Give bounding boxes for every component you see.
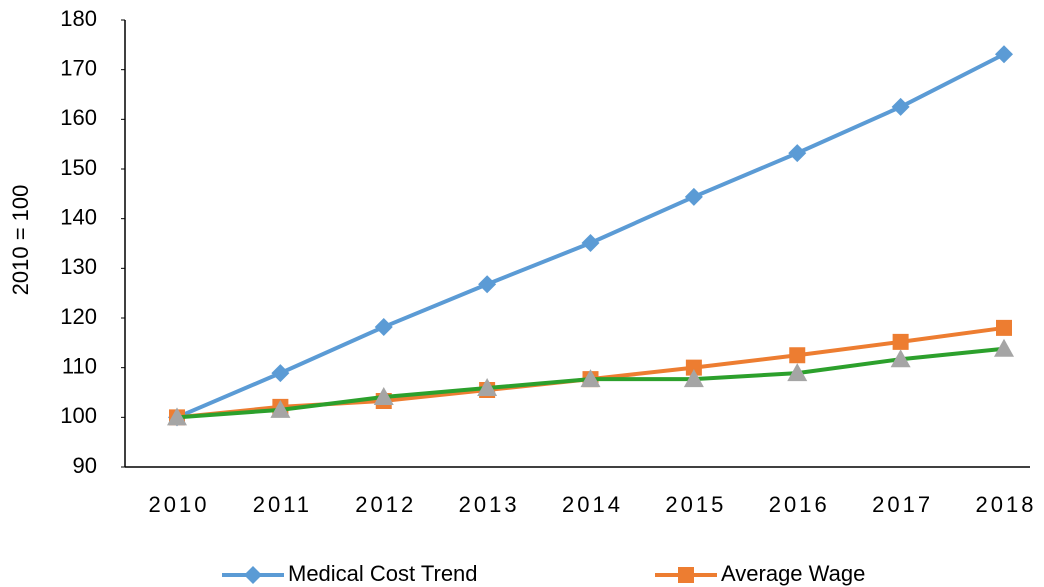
marker: [684, 187, 703, 206]
y-tick-label: 100: [60, 403, 97, 428]
y-tick-label: 90: [73, 453, 97, 478]
y-tick-label: 180: [60, 6, 97, 31]
x-tick-label: 2011: [253, 492, 312, 517]
y-tick-label: 130: [60, 254, 97, 279]
marker: [271, 364, 290, 383]
marker: [891, 97, 910, 116]
marker: [581, 234, 600, 253]
marker: [478, 275, 497, 294]
marker: [270, 399, 291, 418]
marker: [477, 378, 498, 397]
marker: [374, 317, 393, 336]
x-tick-label: 2015: [665, 492, 726, 517]
marker: [788, 144, 807, 163]
x-tick-label: 2018: [976, 492, 1037, 517]
marker: [787, 363, 808, 382]
x-tick-label: 2010: [149, 492, 210, 517]
marker: [167, 407, 187, 426]
legend-label: Medical Cost Trend: [288, 561, 478, 586]
x-tick-label: 2013: [459, 492, 520, 517]
marker: [244, 566, 262, 584]
marker: [678, 567, 694, 583]
marker: [994, 338, 1014, 357]
legend-label: Average Wage: [721, 561, 865, 586]
x-tick-label: 2017: [872, 492, 933, 517]
y-axis-label: 2010 = 100: [8, 185, 33, 296]
marker: [996, 319, 1012, 336]
marker: [892, 333, 909, 350]
marker: [580, 369, 601, 388]
marker: [789, 347, 806, 364]
marker: [683, 369, 704, 388]
x-tick-label: 2014: [562, 492, 623, 517]
x-tick-label: 2012: [355, 492, 416, 517]
y-tick-label: 140: [60, 204, 97, 229]
marker: [995, 45, 1013, 64]
y-tick-label: 120: [60, 304, 97, 329]
marker: [685, 359, 702, 376]
y-tick-label: 150: [60, 155, 97, 180]
y-tick-label: 110: [62, 353, 97, 378]
marker: [373, 386, 394, 405]
y-tick-label: 160: [60, 105, 97, 130]
marker: [890, 349, 911, 368]
y-tick-label: 170: [60, 55, 97, 80]
x-tick-label: 2016: [769, 492, 830, 517]
